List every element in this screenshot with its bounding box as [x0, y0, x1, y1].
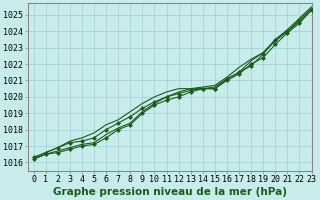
X-axis label: Graphe pression niveau de la mer (hPa): Graphe pression niveau de la mer (hPa) — [52, 187, 287, 197]
